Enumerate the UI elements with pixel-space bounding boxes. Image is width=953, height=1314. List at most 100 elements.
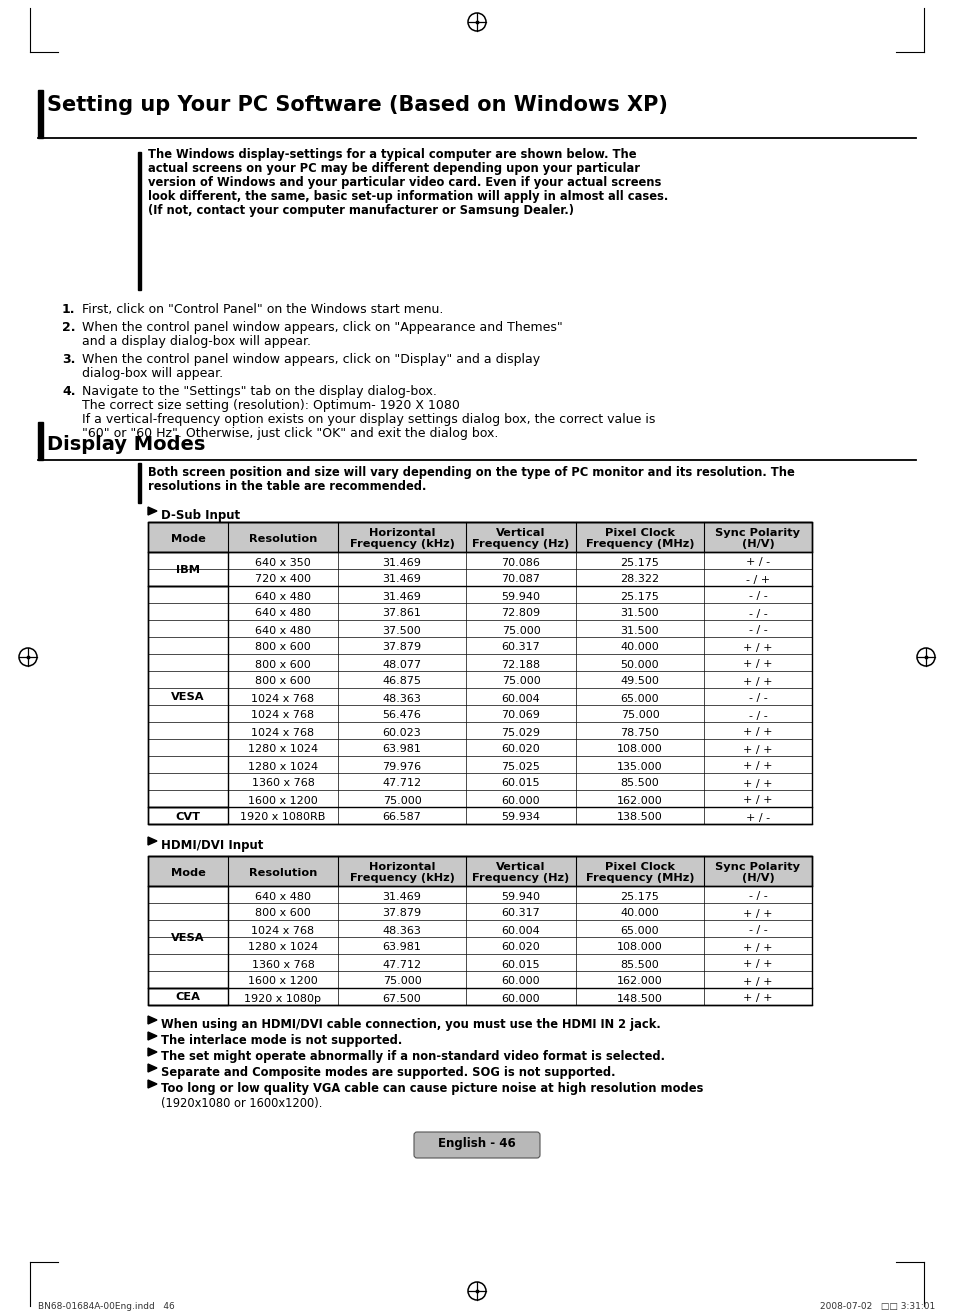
Text: 37.861: 37.861 <box>382 608 421 619</box>
Text: 1280 x 1024: 1280 x 1024 <box>248 745 317 754</box>
Text: 37.879: 37.879 <box>382 908 421 918</box>
Text: 1360 x 768: 1360 x 768 <box>252 959 314 970</box>
Text: 60.015: 60.015 <box>501 778 539 788</box>
Text: Horizontal: Horizontal <box>369 528 435 537</box>
FancyBboxPatch shape <box>414 1131 539 1158</box>
Text: The correct size setting (resolution): Optimum- 1920 X 1080: The correct size setting (resolution): O… <box>82 399 459 413</box>
Text: 85.500: 85.500 <box>620 778 659 788</box>
Bar <box>228 689 811 706</box>
Text: 56.476: 56.476 <box>382 711 421 720</box>
Text: (H/V): (H/V) <box>740 539 774 549</box>
Bar <box>228 988 811 1005</box>
Text: 1920 x 1080RB: 1920 x 1080RB <box>240 812 325 823</box>
Bar <box>38 89 43 138</box>
Text: 800 x 600: 800 x 600 <box>254 677 311 686</box>
Text: - / -: - / - <box>748 694 766 703</box>
Bar <box>228 706 811 721</box>
Bar <box>228 552 811 569</box>
Text: 48.077: 48.077 <box>382 660 421 670</box>
Bar <box>228 756 811 773</box>
Text: 162.000: 162.000 <box>617 976 662 987</box>
Bar <box>148 552 228 586</box>
Text: 1360 x 768: 1360 x 768 <box>252 778 314 788</box>
Text: + / +: + / + <box>742 778 772 788</box>
Text: - / -: - / - <box>748 608 766 619</box>
Bar <box>228 971 811 988</box>
Text: 75.000: 75.000 <box>620 711 659 720</box>
Text: Both screen position and size will vary depending on the type of PC monitor and : Both screen position and size will vary … <box>148 466 794 480</box>
Text: 31.500: 31.500 <box>620 625 659 636</box>
Text: Display Modes: Display Modes <box>47 435 205 455</box>
Text: 31.469: 31.469 <box>382 574 421 585</box>
Text: 1024 x 768: 1024 x 768 <box>252 711 314 720</box>
Text: 2.: 2. <box>62 321 75 334</box>
Text: (H/V): (H/V) <box>740 872 774 883</box>
Text: 60.000: 60.000 <box>501 976 539 987</box>
Text: 67.500: 67.500 <box>382 993 421 1004</box>
Text: Vertical: Vertical <box>496 862 545 872</box>
Bar <box>228 886 811 903</box>
Text: 25.175: 25.175 <box>619 557 659 568</box>
Text: Frequency (kHz): Frequency (kHz) <box>349 872 454 883</box>
Text: 1024 x 768: 1024 x 768 <box>252 694 314 703</box>
Text: Separate and Composite modes are supported. SOG is not supported.: Separate and Composite modes are support… <box>161 1066 615 1079</box>
Text: 108.000: 108.000 <box>617 942 662 953</box>
Text: 31.469: 31.469 <box>382 591 421 602</box>
Text: 72.188: 72.188 <box>501 660 540 670</box>
Bar <box>148 855 811 886</box>
Text: 70.086: 70.086 <box>501 557 539 568</box>
Text: 25.175: 25.175 <box>619 891 659 901</box>
Text: 1600 x 1200: 1600 x 1200 <box>248 976 317 987</box>
Text: 79.976: 79.976 <box>382 762 421 771</box>
Text: If a vertical-frequency option exists on your display settings dialog box, the c: If a vertical-frequency option exists on… <box>82 413 655 426</box>
Text: 25.175: 25.175 <box>619 591 659 602</box>
Bar <box>148 586 228 807</box>
Text: 28.322: 28.322 <box>619 574 659 585</box>
Text: 1.: 1. <box>62 304 75 315</box>
Bar <box>228 637 811 654</box>
Text: 75.025: 75.025 <box>501 762 539 771</box>
Bar <box>148 522 811 552</box>
Text: 37.500: 37.500 <box>382 625 421 636</box>
Text: 800 x 600: 800 x 600 <box>254 660 311 670</box>
Bar <box>228 937 811 954</box>
Bar <box>228 721 811 738</box>
Bar <box>228 903 811 920</box>
Bar <box>148 586 228 807</box>
Text: 59.940: 59.940 <box>501 891 540 901</box>
Text: 70.087: 70.087 <box>501 574 540 585</box>
Text: 1024 x 768: 1024 x 768 <box>252 728 314 737</box>
Text: 40.000: 40.000 <box>620 643 659 653</box>
Text: 75.000: 75.000 <box>501 677 539 686</box>
Text: HDMI/DVI Input: HDMI/DVI Input <box>161 840 263 851</box>
Polygon shape <box>148 1016 157 1024</box>
Text: 800 x 600: 800 x 600 <box>254 908 311 918</box>
Text: Frequency (Hz): Frequency (Hz) <box>472 539 569 549</box>
Bar <box>228 603 811 620</box>
Text: 60.004: 60.004 <box>501 925 539 936</box>
Text: Frequency (MHz): Frequency (MHz) <box>585 872 694 883</box>
Text: 85.500: 85.500 <box>620 959 659 970</box>
Text: - / +: - / + <box>745 574 769 585</box>
Text: 640 x 480: 640 x 480 <box>254 625 311 636</box>
Text: 75.000: 75.000 <box>382 976 421 987</box>
Text: 59.934: 59.934 <box>501 812 540 823</box>
Text: version of Windows and your particular video card. Even if your actual screens: version of Windows and your particular v… <box>148 176 660 189</box>
Bar <box>228 790 811 807</box>
Text: 60.023: 60.023 <box>382 728 421 737</box>
Text: Navigate to the "Settings" tab on the display dialog-box.: Navigate to the "Settings" tab on the di… <box>82 385 436 398</box>
Text: 40.000: 40.000 <box>620 908 659 918</box>
Text: Resolution: Resolution <box>249 869 316 878</box>
Text: actual screens on your PC may be different depending upon your particular: actual screens on your PC may be differe… <box>148 162 639 175</box>
Text: 138.500: 138.500 <box>617 812 662 823</box>
Bar <box>228 773 811 790</box>
Text: 75.000: 75.000 <box>382 795 421 805</box>
Text: The interlace mode is not supported.: The interlace mode is not supported. <box>161 1034 402 1047</box>
Text: 60.000: 60.000 <box>501 795 539 805</box>
Text: 49.500: 49.500 <box>619 677 659 686</box>
Text: 47.712: 47.712 <box>382 959 421 970</box>
Text: + / +: + / + <box>742 959 772 970</box>
Polygon shape <box>148 1049 157 1056</box>
Text: + / +: + / + <box>742 762 772 771</box>
Text: 60.020: 60.020 <box>501 745 539 754</box>
